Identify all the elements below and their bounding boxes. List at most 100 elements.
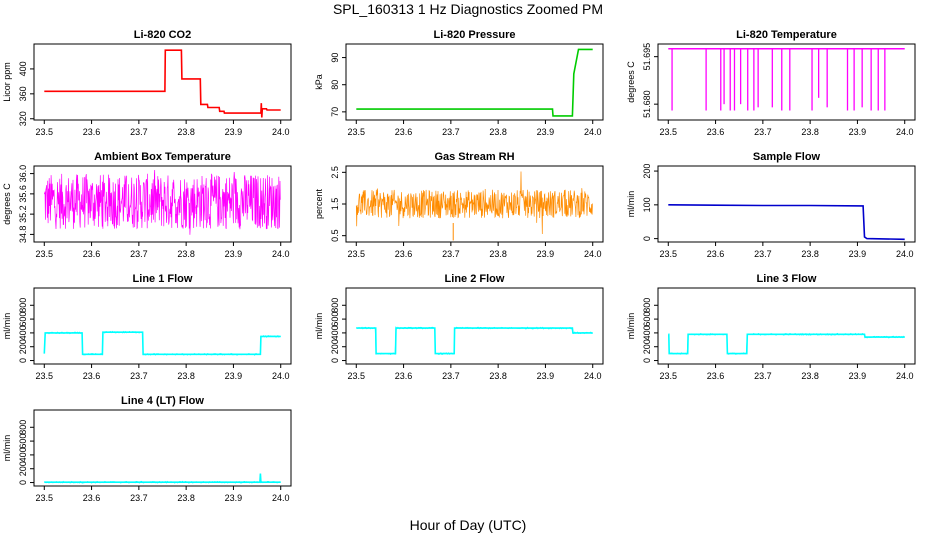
y-axis-label: ml/min <box>626 313 636 340</box>
chart-panel: Line 1 Flow ml/min 23.5 23.6 23.7 23.8 23.9 24.… <box>2 273 292 381</box>
x-tick-label: 24.0 <box>272 371 290 381</box>
panel-title: Ambient Box Temperature <box>94 151 231 163</box>
x-tick-label: 23.5 <box>348 371 366 381</box>
x-tick-label: 23.9 <box>537 127 555 137</box>
series-noise <box>44 480 281 484</box>
y-tick-label: 90 <box>330 53 340 63</box>
panel-title: Line 1 Flow <box>133 273 193 285</box>
x-tick-label: 24.0 <box>584 249 602 259</box>
panel-title: Line 2 Flow <box>445 273 505 285</box>
y-tick-label: 200 <box>330 339 340 354</box>
plot-frame <box>33 287 292 365</box>
y-tick-label: 400 <box>18 325 28 340</box>
x-tick-label: 23.9 <box>537 371 555 381</box>
chart-panel: Li-820 Pressure kPa 23.5 23.6 23.7 23.8 23.9 24… <box>314 29 604 137</box>
series-line <box>668 204 905 241</box>
x-tick-label: 23.8 <box>489 371 507 381</box>
y-axis-label: degrees C <box>2 183 12 225</box>
x-tick-label: 23.8 <box>801 249 819 259</box>
chart-panel: Li-820 Temperature degrees C 23.5 23.6 23.7 2… <box>626 29 916 137</box>
x-tick-label: 23.5 <box>348 249 366 259</box>
panel-title: Line 4 (LT) Flow <box>121 395 204 407</box>
y-tick-label: 51.680 <box>642 90 652 118</box>
y-tick-label: 100 <box>642 197 652 212</box>
x-tick-label: 23.7 <box>754 127 772 137</box>
x-axis-title: Hour of Day (UTC) <box>409 517 527 533</box>
x-tick-label: 23.5 <box>36 493 54 503</box>
y-tick-label: 800 <box>330 298 340 313</box>
x-tick-label: 24.0 <box>896 371 914 381</box>
x-tick-label: 23.8 <box>489 127 507 137</box>
x-tick-label: 23.8 <box>177 493 195 503</box>
y-axis-label: percent <box>314 188 324 219</box>
series-line <box>43 331 281 356</box>
x-tick-label: 23.6 <box>395 371 413 381</box>
y-tick-label: 0 <box>330 358 340 363</box>
x-tick-label: 23.8 <box>177 127 195 137</box>
y-tick-label: 70 <box>330 107 340 117</box>
x-tick-label: 23.5 <box>348 127 366 137</box>
y-axis-label: ml/min <box>2 313 12 340</box>
plot-area <box>356 326 593 355</box>
series-noise <box>669 332 905 356</box>
x-tick-label: 24.0 <box>272 493 290 503</box>
y-tick-label: 800 <box>18 420 28 435</box>
plot-area <box>44 473 281 484</box>
x-tick-label: 23.6 <box>707 127 725 137</box>
y-tick-label: 400 <box>330 325 340 340</box>
series-line <box>356 327 593 355</box>
plot-frame <box>657 165 916 243</box>
x-tick-label: 23.7 <box>754 371 772 381</box>
x-tick-label: 23.9 <box>225 371 243 381</box>
chart-panel: Line 3 Flow ml/min 23.5 23.6 23.7 23.8 23.9 24.… <box>626 273 916 381</box>
x-tick-label: 23.7 <box>130 249 148 259</box>
x-tick-label: 23.5 <box>36 249 54 259</box>
y-tick-label: 34.8 <box>18 226 28 244</box>
y-tick-label: 0 <box>18 480 28 485</box>
plot-area <box>668 204 905 241</box>
y-tick-label: 36.0 <box>18 165 28 183</box>
chart-panel: Gas Stream RH percent 23.5 23.6 23.7 23.8 23.9… <box>314 151 604 259</box>
page-title: SPL_160313 1 Hz Diagnostics Zoomed PM <box>332 1 604 17</box>
y-tick-label: 600 <box>18 434 28 449</box>
y-tick-label: 800 <box>642 298 652 313</box>
x-tick-label: 23.6 <box>83 371 101 381</box>
plot-frame <box>33 43 292 121</box>
panel-title: Li-820 Pressure <box>434 29 516 41</box>
x-tick-label: 24.0 <box>584 371 602 381</box>
y-tick-label: 600 <box>330 312 340 327</box>
plot-frame <box>345 43 604 121</box>
plot-frame <box>33 165 292 243</box>
plot-area <box>356 48 593 117</box>
x-tick-label: 23.6 <box>395 127 413 137</box>
y-tick-label: 0 <box>18 358 28 363</box>
x-tick-label: 23.6 <box>707 371 725 381</box>
y-axis-label: ml/min <box>626 191 636 218</box>
x-tick-label: 23.7 <box>442 249 460 259</box>
x-tick-label: 23.8 <box>177 371 195 381</box>
plot-area <box>668 48 905 111</box>
series-noise <box>44 330 281 356</box>
series-noise <box>43 169 281 235</box>
chart-panel: Line 4 (LT) Flow ml/min 23.5 23.6 23.7 23.8 23… <box>2 395 292 503</box>
x-tick-label: 23.7 <box>754 249 772 259</box>
plot-area <box>44 49 281 118</box>
x-tick-label: 24.0 <box>896 249 914 259</box>
x-tick-label: 23.8 <box>177 249 195 259</box>
x-tick-label: 24.0 <box>896 127 914 137</box>
series-line <box>356 48 593 117</box>
y-tick-label: 320 <box>18 111 28 126</box>
chart-panel: Li-820 CO2 Licor ppm 23.5 23.6 23.7 23.8 23.9 2… <box>2 29 292 137</box>
x-tick-label: 23.9 <box>537 249 555 259</box>
x-tick-label: 23.5 <box>660 371 678 381</box>
plot-area <box>668 332 905 356</box>
y-tick-label: 35.2 <box>18 205 28 223</box>
y-tick-label: 0.5 <box>330 229 340 242</box>
panel-title: Line 3 Flow <box>757 273 817 285</box>
y-tick-label: 400 <box>18 447 28 462</box>
x-tick-label: 23.9 <box>849 371 867 381</box>
chart-panel: Line 2 Flow ml/min 23.5 23.6 23.7 23.8 23.9 24.… <box>314 273 604 381</box>
y-tick-label: 51.695 <box>642 43 652 71</box>
y-tick-label: 200 <box>642 339 652 354</box>
y-tick-label: 200 <box>18 461 28 476</box>
